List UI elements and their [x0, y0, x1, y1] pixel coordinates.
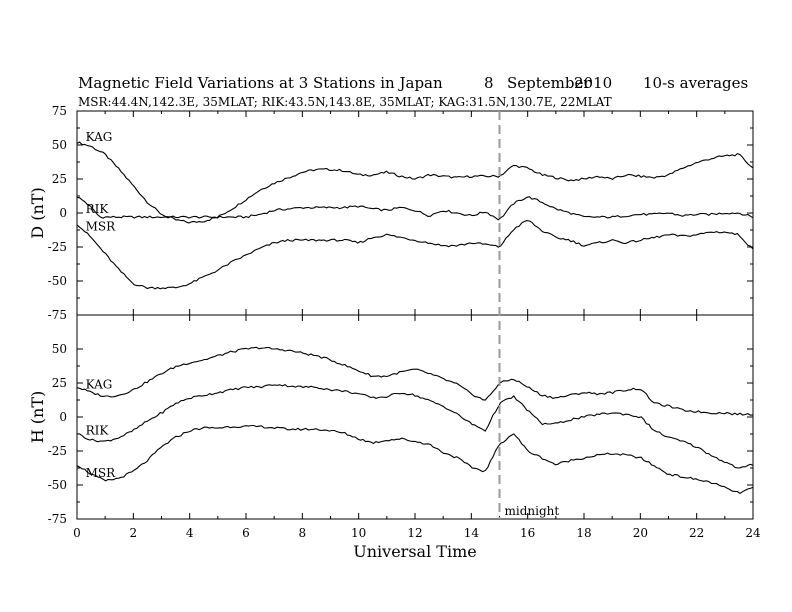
panel-d: 75 50 25 0 -25 -50 -75 D (nT) KAG RIK MSR	[28, 104, 754, 322]
x-tick-label: 4	[186, 526, 194, 540]
y-tick-label: 25	[52, 376, 67, 390]
x-axis-label: Universal Time	[353, 542, 476, 561]
series-label-rik: RIK	[86, 202, 110, 216]
y-tick-label: 0	[59, 206, 67, 220]
series-line-kag	[76, 141, 754, 224]
x-tick-label: 2	[130, 526, 138, 540]
y-axis-label: D (nT)	[28, 187, 47, 238]
date-month: September	[507, 74, 591, 92]
y-tick-label: -25	[48, 444, 67, 458]
panel-h: 50 25 0 -25 -50 -75 H (nT) KAG RIK MSR	[28, 314, 754, 526]
station-subtitle: MSR:44.4N,142.3E, 35MLAT; RIK:43.5N,143.…	[78, 95, 612, 109]
y-tick-label: 25	[52, 172, 67, 186]
y-tick-label: -50	[48, 478, 67, 492]
y-tick-label: -50	[48, 274, 67, 288]
series-line-rik	[77, 383, 754, 469]
x-tick-label: 18	[576, 526, 591, 540]
x-tick-label: 12	[407, 526, 422, 540]
series-line-msr	[76, 220, 754, 290]
y-axis-label: H (nT)	[28, 391, 47, 444]
y-tick-label: -75	[48, 512, 67, 526]
y-tick-label: 0	[59, 410, 67, 424]
x-tick-label: 20	[633, 526, 648, 540]
x-tick-label: 16	[520, 526, 535, 540]
series-label-rik: RIK	[86, 424, 110, 438]
x-tick-label: 14	[464, 526, 480, 540]
y-tick-label: 75	[52, 104, 67, 118]
series-line-msr	[76, 424, 754, 495]
x-tick-label: 0	[73, 526, 81, 540]
x-tick-label: 8	[299, 526, 307, 540]
plot-frame	[76, 314, 754, 520]
y-tick-label: 50	[52, 342, 67, 356]
series-line-kag	[76, 346, 754, 416]
date-year: 2010	[574, 74, 612, 92]
midnight-label: midnight	[505, 504, 560, 518]
plot-frame	[76, 110, 754, 316]
x-tick-label: 22	[689, 526, 704, 540]
averaging-label: 10-s averages	[643, 74, 748, 92]
x-tick-label: 24	[745, 526, 761, 540]
series-line-rik	[76, 196, 754, 221]
series-label-kag: KAG	[86, 377, 113, 391]
y-tick-label: 50	[52, 138, 67, 152]
series-label-msr: MSR	[86, 220, 117, 234]
x-tick-label: 10	[351, 526, 366, 540]
x-tick-label: 6	[242, 526, 250, 540]
series-label-msr: MSR	[86, 466, 117, 480]
series-label-kag: KAG	[86, 130, 113, 144]
chart-title: Magnetic Field Variations at 3 Stations …	[78, 74, 443, 92]
date-day: 8	[484, 74, 494, 92]
y-tick-label: -75	[48, 308, 67, 322]
y-tick-label: -25	[48, 240, 67, 254]
